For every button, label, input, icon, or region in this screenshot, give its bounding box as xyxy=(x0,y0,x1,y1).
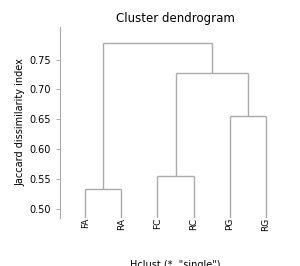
Text: FC: FC xyxy=(153,218,162,230)
Title: Cluster dendrogram: Cluster dendrogram xyxy=(116,13,235,26)
Text: PG: PG xyxy=(225,218,234,231)
Text: RA: RA xyxy=(117,218,126,230)
Text: RG: RG xyxy=(261,218,270,231)
Y-axis label: Jaccard dissimilarity index: Jaccard dissimilarity index xyxy=(15,59,25,186)
Text: FA: FA xyxy=(81,218,90,228)
Text: Hclust (*, "single"): Hclust (*, "single") xyxy=(130,260,221,266)
Text: RC: RC xyxy=(189,218,198,230)
